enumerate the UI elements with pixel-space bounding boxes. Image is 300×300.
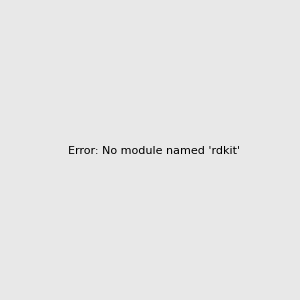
Text: Error: No module named 'rdkit': Error: No module named 'rdkit' [68, 146, 240, 157]
